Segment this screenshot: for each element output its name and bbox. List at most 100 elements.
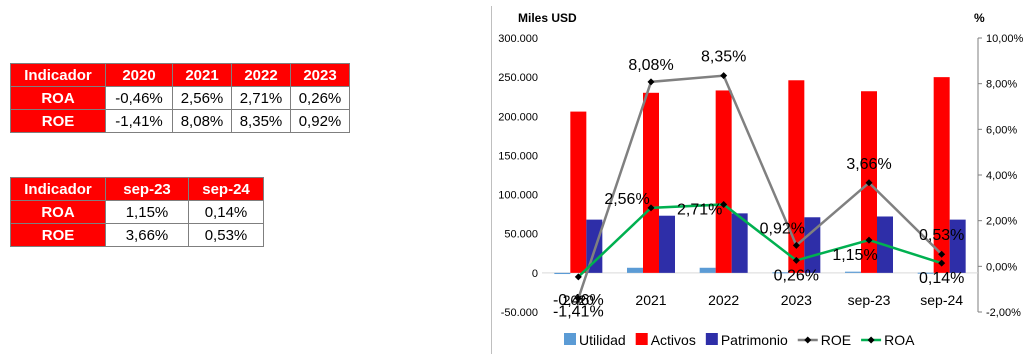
roa-data-label: -0,46%	[553, 292, 604, 309]
roa-data-label: 2,56%	[604, 191, 649, 208]
right-tick-label: 8,00%	[986, 79, 1017, 91]
bar-utilidad	[772, 272, 789, 274]
table-header-row: Indicador sep-23 sep-24	[10, 177, 264, 201]
left-tick-label: 200.000	[498, 111, 538, 123]
table-cell: 8,08%	[172, 109, 232, 133]
bar-activos	[788, 80, 805, 273]
legend-label: ROA	[884, 332, 915, 348]
bar-patrimonio	[804, 217, 821, 273]
legend-label: Activos	[651, 332, 696, 348]
annual-indicator-table: Indicador 2020 2021 2022 2023 ROA -0,46%…	[10, 63, 350, 133]
legend-swatch-utilidad	[564, 333, 576, 345]
table-cell: 0,53%	[188, 223, 264, 247]
bar-activos	[933, 77, 950, 273]
left-tick-label: 50.000	[504, 229, 538, 241]
left-tick-label: 0	[532, 268, 538, 280]
line-roa	[577, 203, 943, 278]
legend-marker-roe	[804, 336, 812, 344]
row-label: ROA	[10, 200, 106, 224]
roa-data-label: 0,26%	[774, 267, 819, 284]
bar-activos	[570, 111, 587, 273]
roe-data-label: -1,41%	[553, 304, 604, 321]
chart-container: Miles USD % -50.000 0 50.000 100.000 150.000…	[491, 6, 1029, 354]
right-tick-label: 2,00%	[986, 216, 1017, 228]
combo-chart: Miles USD % -50.000 0 50.000 100.000 150.000…	[498, 11, 1024, 348]
bar-patrimonio	[659, 215, 675, 273]
header-cell: 2022	[231, 63, 291, 87]
legend-marker-roa	[867, 336, 875, 344]
left-tick-label: -50.000	[501, 307, 538, 319]
category-label: 2022	[708, 292, 739, 308]
header-cell: sep-24	[188, 177, 264, 201]
bar-utilidad	[845, 271, 861, 273]
legend-swatch-patrimonio	[705, 333, 718, 345]
bar-utilidad	[627, 267, 643, 273]
legend-label: ROE	[821, 332, 851, 348]
table-cell: 2,56%	[172, 86, 232, 110]
header-cell: sep-23	[105, 177, 189, 201]
table-cell: 1,15%	[105, 200, 189, 224]
right-tick-label: 10,00%	[986, 33, 1024, 45]
category-label: sep-24	[920, 292, 963, 308]
marker-roa	[865, 236, 873, 244]
table-cell: 2,71%	[231, 86, 291, 110]
marker-roa	[792, 256, 800, 264]
table-row: ROA 1,15% 0,14%	[10, 200, 264, 224]
category-label: sep-23	[848, 292, 891, 308]
table-cell: 8,35%	[231, 109, 291, 133]
roe-data-label: 3,66%	[846, 156, 891, 173]
row-label: ROE	[10, 223, 106, 247]
header-cell: 2021	[172, 63, 232, 87]
table-row: ROA -0,46% 2,56% 2,71% 0,26%	[10, 86, 350, 110]
marker-roe	[574, 295, 582, 303]
left-tick-label: 100.000	[498, 190, 538, 202]
bar-utilidad	[554, 272, 571, 275]
legend-label: Utilidad	[579, 332, 626, 348]
bar-utilidad	[917, 272, 934, 274]
right-tick-label: 0,00%	[986, 261, 1017, 273]
bar-activos	[715, 90, 732, 273]
marker-roa	[938, 259, 946, 267]
bar-activos	[643, 92, 659, 273]
left-tick-label: 300.000	[498, 33, 538, 45]
legend-label: Patrimonio	[721, 332, 788, 348]
header-cell: Indicador	[10, 177, 106, 201]
line-roe	[577, 74, 943, 299]
legend-swatch-activos	[635, 333, 648, 345]
table-cell: 0,26%	[290, 86, 350, 110]
marker-roe	[865, 179, 873, 187]
roe-data-label: 0,92%	[760, 220, 805, 237]
marker-roa	[574, 273, 582, 281]
table-header-row: Indicador 2020 2021 2022 2023	[10, 63, 350, 87]
left-axis-title: Miles USD	[518, 11, 577, 25]
row-label: ROA	[10, 86, 106, 110]
roa-data-label: 0,14%	[919, 270, 964, 287]
table-cell: -1,41%	[105, 109, 173, 133]
roe-data-label: 8,08%	[628, 57, 673, 74]
roa-data-label: 2,71%	[677, 201, 722, 218]
roa-data-label: 1,15%	[832, 247, 877, 264]
marker-roe	[792, 241, 800, 249]
table-cell: 0,92%	[290, 109, 350, 133]
header-cell: Indicador	[10, 63, 106, 87]
category-label: 2021	[635, 292, 666, 308]
header-cell: 2023	[290, 63, 350, 87]
bar-patrimonio	[731, 213, 748, 273]
marker-roe	[720, 72, 728, 80]
marker-roa	[720, 200, 728, 208]
roe-data-label: 8,35%	[701, 49, 746, 66]
marker-roe	[938, 250, 946, 258]
table-row: ROE -1,41% 8,08% 8,35% 0,92%	[10, 109, 350, 133]
roe-data-label: 0,53%	[919, 227, 964, 244]
category-label: 2020	[563, 292, 594, 308]
right-axis-title: %	[974, 11, 985, 25]
category-label: 2023	[781, 292, 812, 308]
header-cell: 2020	[105, 63, 173, 87]
bar-patrimonio	[949, 219, 966, 273]
bar-utilidad	[699, 267, 716, 273]
right-tick-label: 4,00%	[986, 170, 1017, 182]
table-cell: 0,14%	[188, 200, 264, 224]
table-row: ROE 3,66% 0,53%	[10, 223, 264, 247]
sep-indicator-table: Indicador sep-23 sep-24 ROA 1,15% 0,14% …	[10, 177, 264, 247]
marker-roa	[647, 204, 655, 212]
